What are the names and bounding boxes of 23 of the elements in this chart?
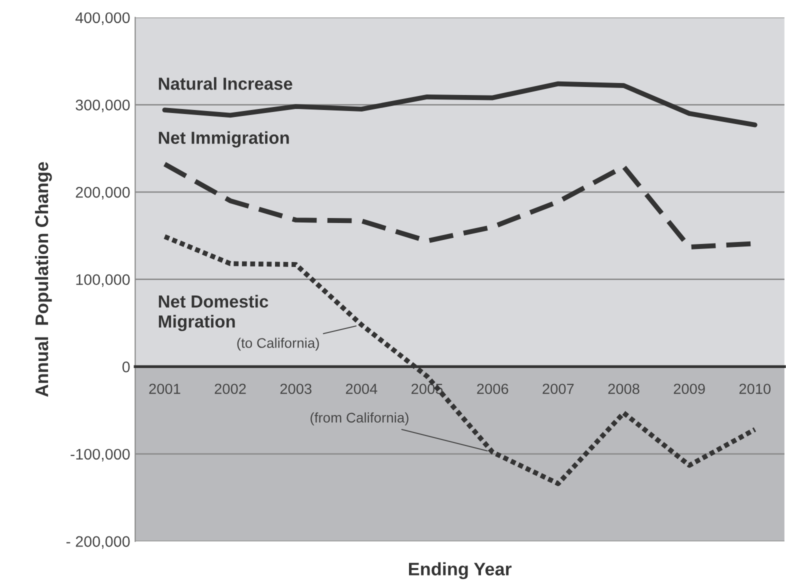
x-tick-label: 2001 (149, 384, 180, 394)
x-tick-label: 2008 (608, 384, 640, 394)
series-label: Net Domestic Migration (158, 294, 268, 332)
y-tick-label: 100,000 (76, 274, 130, 287)
x-tick-label: 2006 (477, 384, 508, 394)
y-axis-title: Annual Population Change (34, 162, 52, 397)
x-axis-title: Ending Year (409, 562, 512, 580)
y-tick-label: 400,000 (75, 12, 130, 25)
annotation: (to California) (237, 338, 319, 351)
x-tick-label: 2002 (214, 384, 246, 394)
x-tick-label: 2007 (542, 384, 574, 394)
series-label: Natural Increase (158, 77, 292, 90)
annotation: (from California) (310, 412, 408, 426)
y-tick-label: 200,000 (76, 186, 130, 200)
y-tick-label: 300,000 (76, 100, 130, 112)
x-tick-label: 2009 (674, 384, 705, 394)
y-tick-label: - 200,000 (66, 536, 130, 549)
y-tick-label: -100,000 (70, 448, 130, 462)
series-label: Net Immigration (158, 131, 289, 148)
x-tick-label: 2004 (346, 384, 378, 394)
y-tick-label: 0 (122, 362, 130, 372)
x-tick-label: 2003 (280, 384, 312, 394)
x-tick-label: 2010 (739, 384, 771, 394)
